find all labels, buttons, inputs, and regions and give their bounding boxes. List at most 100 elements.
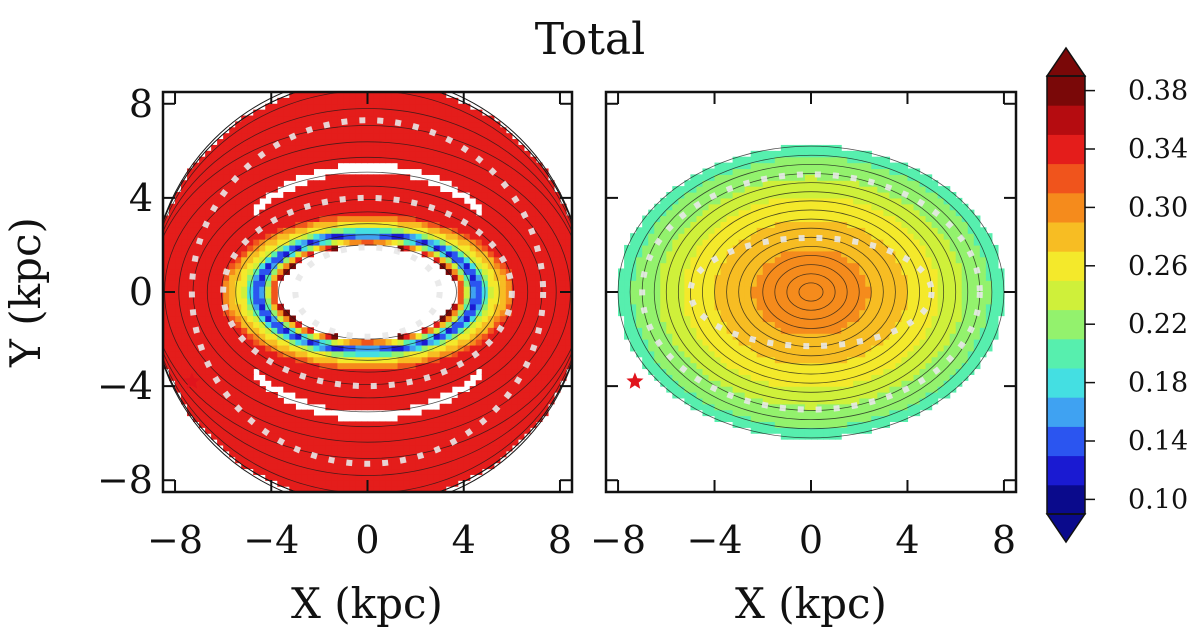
heatmap-cell [762, 297, 770, 305]
heatmap-cell [445, 221, 453, 228]
heatmap-cell [199, 203, 206, 211]
heatmap-cell [391, 109, 399, 117]
heatmap-cell [337, 186, 345, 193]
heatmap-cell [313, 468, 320, 475]
heatmap-cell [481, 186, 489, 193]
heatmap-cell [433, 333, 441, 340]
heatmap-cell [690, 244, 698, 252]
heatmap-cell [654, 333, 661, 340]
heatmap-cell [337, 386, 345, 393]
heatmap-cell [786, 192, 794, 199]
heatmap-cell [804, 433, 812, 440]
heatmap-cell [696, 192, 704, 199]
heatmap-cell [223, 227, 230, 234]
heatmap-cell [702, 186, 710, 193]
heatmap-cell [817, 339, 824, 346]
heatmap-cell [774, 197, 782, 205]
heatmap-cell [792, 433, 800, 440]
heatmap-cell [774, 344, 782, 352]
heatmap-cell [756, 180, 764, 187]
heatmap-cell [511, 339, 519, 346]
heatmap-cell [361, 427, 369, 434]
heatmap-cell [811, 344, 818, 352]
heatmap-cell [744, 286, 752, 293]
heatmap-cell [229, 315, 236, 323]
heatmap-cell [487, 444, 495, 452]
heatmap-cell [217, 344, 224, 352]
heatmap-cell [750, 392, 758, 399]
heatmap-cell [379, 386, 387, 393]
heatmap-cell [780, 380, 788, 387]
heatmap-cell [660, 309, 667, 317]
heatmap-cell [211, 339, 218, 346]
heatmap-cell [271, 403, 278, 411]
heatmap-cell [811, 368, 818, 375]
heatmap-cell [823, 280, 830, 287]
heatmap-cell [798, 303, 806, 311]
heatmap-cell [463, 474, 471, 481]
heatmap-cell [241, 180, 248, 187]
heatmap-cell [265, 250, 272, 258]
heatmap-cell [295, 92, 302, 99]
heatmap-cell [750, 362, 758, 370]
heatmap-cell [265, 121, 272, 128]
heatmap-cell [247, 386, 254, 393]
heatmap-cell [439, 433, 447, 440]
heatmap-cell [205, 186, 212, 193]
heatmap-cell [750, 239, 758, 246]
heatmap-cell [660, 303, 667, 311]
heatmap-cell [265, 144, 272, 152]
heatmap-cell [205, 244, 212, 252]
heatmap-cell [762, 221, 770, 228]
heatmap-cell [463, 333, 471, 340]
heatmap-cell [732, 197, 740, 205]
heatmap-cell [445, 168, 453, 175]
heatmap-cell [475, 386, 483, 393]
heatmap-cell [702, 297, 710, 305]
heatmap-cell [666, 386, 673, 393]
heatmap-cell [780, 327, 788, 334]
heatmap-cell [654, 309, 661, 317]
heatmap-cell [415, 150, 423, 158]
heatmap-cell [337, 462, 345, 470]
heatmap-cell [738, 392, 746, 399]
heatmap-cell [439, 174, 447, 181]
heatmap-cell [325, 192, 333, 199]
heatmap-cell [487, 115, 495, 123]
heatmap-cell [505, 139, 513, 146]
heatmap-cell [768, 397, 776, 405]
heatmap-cell [415, 244, 423, 252]
heatmap-cell [642, 286, 649, 293]
heatmap-cell [409, 397, 417, 405]
heatmap-cell [511, 439, 519, 446]
heatmap-cell [630, 239, 637, 246]
heatmap-cell [241, 156, 248, 164]
heatmap-cell [355, 362, 363, 370]
heatmap-cell [678, 333, 685, 340]
heatmap-cell [325, 103, 333, 111]
heatmap-cell [487, 150, 495, 158]
heatmap-cell [475, 127, 483, 134]
heatmap-cell [798, 244, 806, 252]
heatmap-cell [481, 444, 489, 452]
heatmap-cell [780, 427, 788, 434]
heatmap-cell [223, 150, 230, 158]
heatmap-cell [829, 286, 836, 293]
heatmap-cell [169, 221, 176, 228]
heatmap-cell [714, 315, 722, 323]
heatmap-cell [271, 392, 278, 399]
heatmap-cell [678, 344, 685, 352]
heatmap-cell [241, 292, 248, 299]
heatmap-cell [289, 356, 296, 364]
heatmap-cell [181, 374, 188, 381]
heatmap-cell [804, 315, 812, 323]
heatmap-cell [283, 127, 290, 134]
heatmap-cell [433, 109, 441, 117]
heatmap-cell [517, 262, 525, 270]
heatmap-cell [415, 462, 423, 470]
heatmap-cell [445, 227, 453, 234]
heatmap-cell [235, 439, 242, 446]
heatmap-cell [457, 339, 465, 346]
heatmap-cell [792, 403, 800, 411]
heatmap-cell [756, 333, 764, 340]
